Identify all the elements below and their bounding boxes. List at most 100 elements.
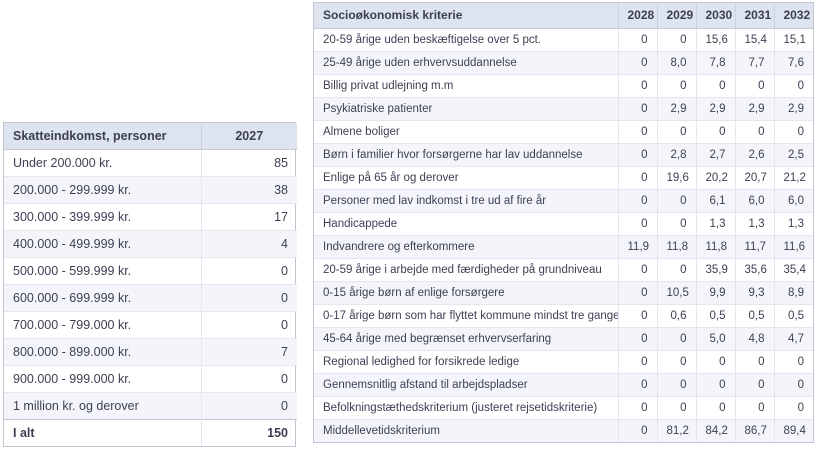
row-value: 0 xyxy=(735,396,775,420)
left-table-year-header: 2027 xyxy=(201,123,297,150)
row-label: Regional ledighed for forsikrede ledige xyxy=(314,350,619,374)
row-label: Enlige på 65 år og derover xyxy=(314,166,619,190)
table-row: 200.000 - 299.999 kr. 38 xyxy=(4,176,297,204)
row-value: 35,6 xyxy=(735,258,775,282)
row-value: 0 xyxy=(618,143,658,167)
table-row: Indvandrere og efterkommere 11,9 11,8 11,8 1… xyxy=(314,235,813,259)
row-value: 5,0 xyxy=(696,327,736,351)
row-value: 0 xyxy=(618,327,658,351)
row-value: 2,9 xyxy=(735,97,775,121)
row-value: 9,9 xyxy=(696,281,736,305)
row-label: 300.000 - 399.999 kr. xyxy=(4,203,202,231)
row-value: 1,3 xyxy=(774,212,813,236)
row-value: 2,9 xyxy=(774,97,813,121)
table-row: 300.000 - 399.999 kr. 17 xyxy=(4,203,297,231)
row-value: 6,0 xyxy=(735,189,775,213)
row-label: Psykiatriske patienter xyxy=(314,97,619,121)
row-label: Middellevetidskriterium xyxy=(314,419,619,442)
row-value: 11,6 xyxy=(774,235,813,259)
row-value: 0 xyxy=(618,97,658,121)
table-row: 20-59 årige i arbejde med færdigheder på… xyxy=(314,258,813,282)
table-row: 800.000 - 899.000 kr. 7 xyxy=(4,338,297,366)
row-value: 21,2 xyxy=(774,166,813,190)
row-value: 0 xyxy=(618,373,658,397)
row-value: 0 xyxy=(657,373,697,397)
table-row: 900.000 - 999.000 kr. 0 xyxy=(4,365,297,393)
table-row: Psykiatriske patienter 0 2,9 2,9 2,9 2,9 xyxy=(314,97,813,121)
table-row: 0-15 årige børn af enlige forsørgere 0 10,… xyxy=(314,281,813,305)
row-value: 0 xyxy=(618,189,658,213)
row-label: 20-59 årige i arbejde med færdigheder på… xyxy=(314,258,619,282)
row-label: Handicappede xyxy=(314,212,619,236)
table-header-row: Socioøkonomisk kriterie 2028 2029 2030 2… xyxy=(314,3,813,29)
row-value: 1,3 xyxy=(735,212,775,236)
table-row: Personer med lav indkomst i tre ud af fi… xyxy=(314,189,813,213)
row-value: 0 xyxy=(618,350,658,374)
table-header-row: Skatteindkomst, personer 2027 xyxy=(4,123,297,150)
row-value: 0 xyxy=(618,74,658,98)
row-value: 81,2 xyxy=(657,419,697,442)
row-value: 0 xyxy=(657,327,697,351)
left-table-title: Skatteindkomst, personer xyxy=(4,123,202,150)
row-value: 7,6 xyxy=(774,51,813,75)
row-value: 0 xyxy=(618,258,658,282)
row-value: 4 xyxy=(201,230,297,258)
row-value: 86,7 xyxy=(735,419,775,442)
row-value: 15,6 xyxy=(696,28,736,52)
row-value: 0 xyxy=(657,258,697,282)
row-value: 0 xyxy=(657,189,697,213)
row-label: 20-59 årige uden beskæftigelse over 5 pc… xyxy=(314,28,619,52)
row-label: 200.000 - 299.999 kr. xyxy=(4,176,202,204)
row-value: 17 xyxy=(201,203,297,231)
row-label: 1 million kr. og derover xyxy=(4,392,202,419)
total-label: I alt xyxy=(4,418,202,446)
row-value: 0 xyxy=(696,74,736,98)
row-value: 35,4 xyxy=(774,258,813,282)
row-label: 25-49 årige uden erhvervsuddannelse xyxy=(314,51,619,75)
row-value: 15,1 xyxy=(774,28,813,52)
year-header-2030: 2030 xyxy=(696,3,736,29)
row-value: 0 xyxy=(618,304,658,328)
table-row: Børn i familier hvor forsørgerne har lav… xyxy=(314,143,813,167)
row-label: Under 200.000 kr. xyxy=(4,149,202,177)
row-value: 0 xyxy=(696,120,736,144)
skatteindkomst-table-grid: Skatteindkomst, personer 2027 Under 200.… xyxy=(4,123,297,446)
row-value: 0 xyxy=(657,74,697,98)
row-label: Billig privat udlejning m.m xyxy=(314,74,619,98)
row-value: 15,4 xyxy=(735,28,775,52)
row-value: 0 xyxy=(657,28,697,52)
row-label: 600.000 - 699.999 kr. xyxy=(4,284,202,312)
year-header-2029: 2029 xyxy=(657,3,697,29)
row-value: 0 xyxy=(774,350,813,374)
table-row: Under 200.000 kr. 85 xyxy=(4,149,297,177)
total-value: 150 xyxy=(201,418,297,446)
row-value: 11,9 xyxy=(618,235,658,259)
row-value: 0 xyxy=(201,311,297,339)
year-header-2028: 2028 xyxy=(618,3,658,29)
row-value: 0 xyxy=(618,166,658,190)
row-value: 89,4 xyxy=(774,419,813,442)
table-row: Gennemsnitlig afstand til arbejdspladser… xyxy=(314,373,813,397)
row-value: 0 xyxy=(201,257,297,285)
sociookonomisk-table-body: 20-59 årige uden beskæftigelse over 5 pc… xyxy=(314,28,813,442)
row-value: 0 xyxy=(657,212,697,236)
row-value: 0,5 xyxy=(774,304,813,328)
row-value: 0 xyxy=(774,373,813,397)
table-row: Billig privat udlejning m.m 0 0 0 0 0 xyxy=(314,74,813,98)
row-value: 0 xyxy=(657,120,697,144)
row-value: 10,5 xyxy=(657,281,697,305)
row-value: 6,0 xyxy=(774,189,813,213)
table-row: 600.000 - 699.999 kr. 0 xyxy=(4,284,297,312)
year-header-2031: 2031 xyxy=(735,3,775,29)
table-row: Middellevetidskriterium 0 81,2 84,2 86,7 89,4 xyxy=(314,419,813,442)
row-value: 11,7 xyxy=(735,235,775,259)
row-value: 0 xyxy=(618,419,658,442)
table-row: Handicappede 0 0 1,3 1,3 1,3 xyxy=(314,212,813,236)
row-label: Indvandrere og efterkommere xyxy=(314,235,619,259)
row-value: 8,0 xyxy=(657,51,697,75)
right-table-title: Socioøkonomisk kriterie xyxy=(314,3,619,29)
row-label: Gennemsnitlig afstand til arbejdspladser xyxy=(314,373,619,397)
row-value: 2,9 xyxy=(657,97,697,121)
skatteindkomst-table: Skatteindkomst, personer 2027 Under 200.… xyxy=(3,122,297,447)
row-value: 0 xyxy=(657,396,697,420)
